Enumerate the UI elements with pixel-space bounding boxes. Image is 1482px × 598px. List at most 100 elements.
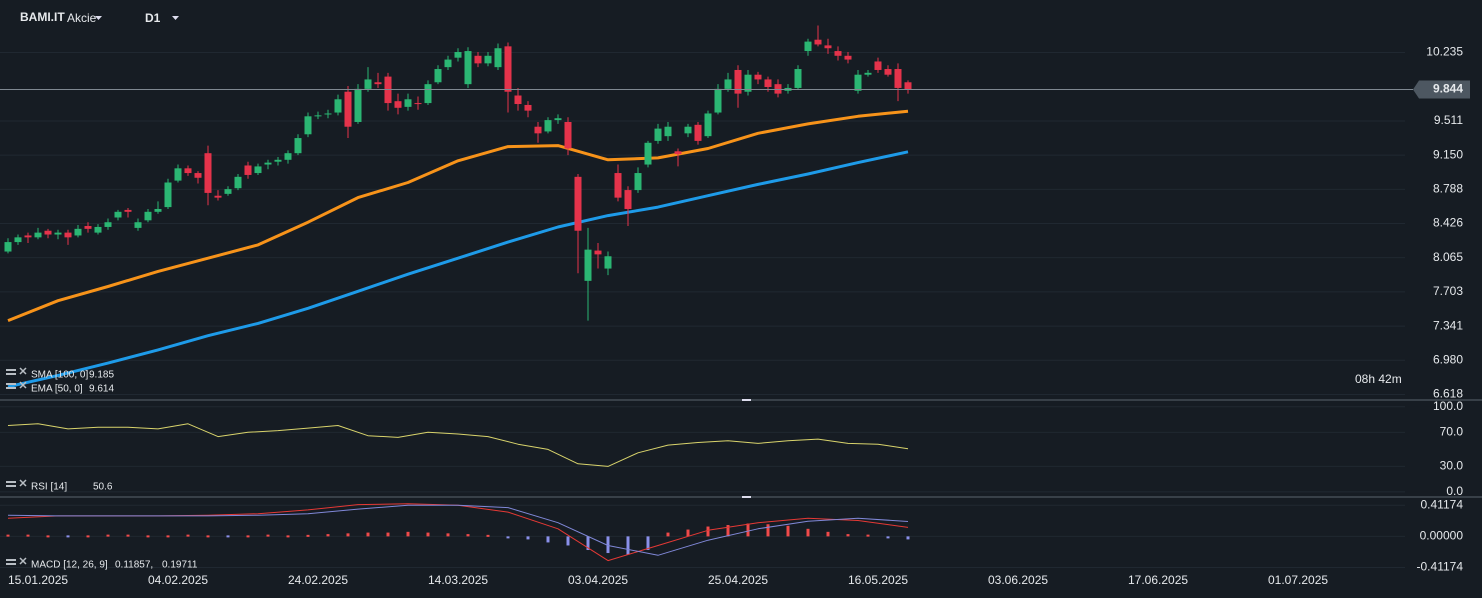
- y-tick-label: 9.150: [1433, 147, 1463, 161]
- histogram-bar: [146, 535, 150, 538]
- candle-body: [74, 228, 82, 236]
- y-tick-label: 10.235: [1426, 45, 1463, 59]
- candle-body: [894, 69, 902, 88]
- candle-body: [444, 59, 452, 68]
- y-tick-label: 8.788: [1433, 181, 1463, 195]
- y-tick-label: 7.703: [1433, 284, 1463, 298]
- histogram-bar: [86, 535, 90, 538]
- histogram-bar: [566, 536, 570, 546]
- legend-value: 50.6: [93, 482, 113, 493]
- y-tick-label: -0.41174: [1417, 560, 1464, 574]
- x-tick-label: 03.04.2025: [568, 573, 628, 587]
- legend-value: 9.185: [89, 370, 114, 381]
- candle-body: [354, 88, 362, 122]
- candle-body: [364, 79, 372, 89]
- candle-body: [834, 51, 842, 56]
- candle-body: [184, 168, 192, 174]
- candle-body: [544, 120, 552, 132]
- histogram-bar: [466, 534, 470, 537]
- histogram-bar: [906, 536, 910, 540]
- candle-body: [254, 166, 262, 174]
- candle-body: [134, 222, 142, 228]
- histogram-bar: [526, 536, 530, 540]
- histogram-bar: [26, 534, 30, 537]
- candle-body: [294, 138, 302, 154]
- line: [7, 109, 909, 322]
- timeframe[interactable]: D1: [145, 11, 161, 25]
- dropdown-arrow[interactable]: [172, 16, 179, 20]
- legend-name: EMA [50, 0]: [31, 384, 83, 395]
- histogram-bar: [266, 534, 270, 537]
- candle-body: [344, 91, 352, 127]
- candle-body: [274, 159, 282, 162]
- dropdown-arrow[interactable]: [95, 16, 102, 20]
- candle-body: [14, 237, 22, 243]
- candle-body: [764, 79, 772, 87]
- candle-body: [534, 126, 542, 134]
- candle-body: [234, 176, 242, 189]
- symbol[interactable]: BAMI.IT: [20, 10, 65, 24]
- candle-body: [664, 126, 672, 137]
- candle-body: [734, 69, 742, 94]
- histogram-bar: [866, 534, 870, 537]
- legend-name: SMA [100, 0]: [31, 370, 88, 381]
- x-tick-label: 24.02.2025: [288, 573, 348, 587]
- price-tag-label: 9.844: [1433, 82, 1463, 96]
- histogram-bar: [606, 536, 610, 554]
- y-tick-label: 7.341: [1433, 318, 1463, 332]
- candle-body: [744, 74, 752, 92]
- candle-body: [674, 151, 682, 155]
- histogram-bar: [666, 532, 670, 537]
- candle-body: [414, 103, 422, 105]
- y-tick-label: 6.980: [1433, 352, 1463, 366]
- line: [7, 504, 909, 556]
- histogram-bar: [46, 535, 50, 538]
- histogram-bar: [206, 535, 210, 538]
- resize-handle[interactable]: [742, 496, 751, 498]
- candle-body: [494, 48, 502, 68]
- candle-body: [154, 208, 162, 212]
- y-tick-label: 8.065: [1433, 250, 1463, 264]
- x-tick-label: 04.02.2025: [148, 573, 208, 587]
- candle-body: [334, 99, 342, 113]
- candle-body: [124, 209, 132, 212]
- candle-body: [44, 230, 52, 235]
- candle-body: [824, 45, 832, 49]
- resize-handle[interactable]: [742, 399, 751, 401]
- candle-body: [164, 182, 172, 208]
- candle-body: [504, 46, 512, 92]
- histogram-bar: [726, 525, 730, 537]
- candle-body: [284, 153, 292, 160]
- histogram-bar: [446, 533, 450, 537]
- candle-body: [214, 195, 222, 198]
- histogram-bar: [746, 523, 750, 537]
- histogram-bar: [286, 535, 290, 538]
- y-tick-label: 30.0: [1440, 459, 1464, 473]
- legend-name: MACD [12, 26, 9]: [31, 560, 108, 571]
- candle-body: [584, 249, 592, 281]
- candle-body: [724, 79, 732, 89]
- y-tick-label: 100.0: [1433, 399, 1463, 413]
- candle-body: [704, 113, 712, 137]
- histogram-bar: [586, 536, 590, 551]
- legend-value: 0.11857,: [115, 560, 153, 571]
- histogram-bar: [766, 524, 770, 537]
- x-tick-label: 15.01.2025: [8, 573, 68, 587]
- candle-body: [94, 226, 102, 233]
- histogram-bar: [646, 536, 650, 551]
- histogram-bar: [826, 531, 830, 537]
- candle-body: [424, 84, 432, 104]
- legend-name: RSI [14]: [31, 482, 67, 493]
- histogram-bar: [626, 536, 630, 555]
- candle-body: [634, 173, 642, 191]
- candle-body: [464, 51, 472, 85]
- y-tick-label: 9.511: [1434, 113, 1463, 127]
- histogram-bar: [326, 534, 330, 537]
- histogram-bar: [546, 536, 550, 543]
- histogram-bar: [346, 533, 350, 537]
- x-tick-label: 14.03.2025: [428, 573, 488, 587]
- histogram-bar: [366, 532, 370, 537]
- histogram-bar: [306, 534, 310, 537]
